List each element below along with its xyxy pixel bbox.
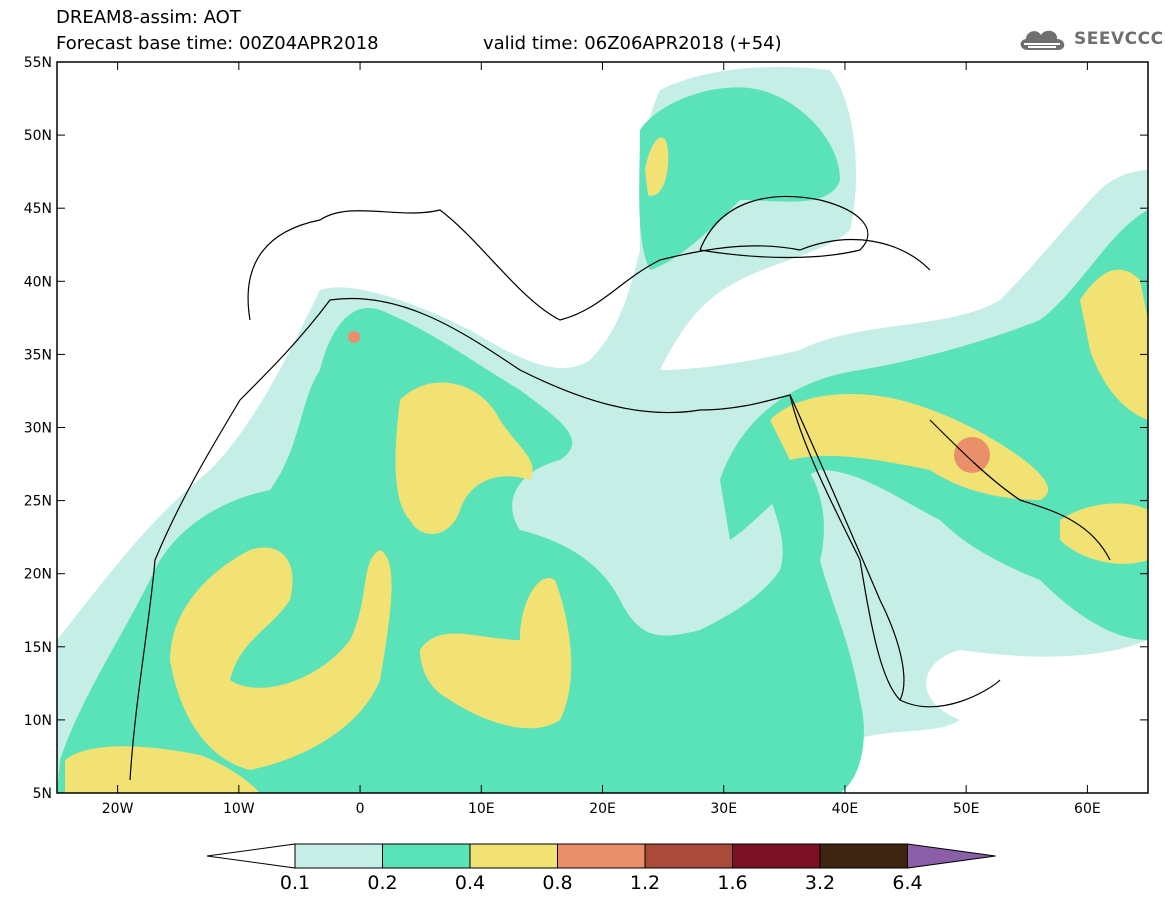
aot-contour-0.8-gulf: [954, 437, 990, 473]
colorbar-swatch: [469, 843, 558, 869]
forecast-base-time: Forecast base time: 00Z04APR2018: [56, 33, 379, 54]
lon-tick-label: 0: [356, 801, 365, 817]
coastline-red-sea: [789, 394, 905, 701]
lon-tick-label: 20W: [102, 801, 134, 817]
aot-field: [57, 66, 1148, 793]
colorbar-label: 0.4: [454, 872, 486, 894]
aot-contour-0.4-chad: [420, 578, 572, 729]
lon-tick-label: 40E: [832, 801, 859, 817]
lat-tick-label: 25N: [24, 494, 52, 510]
cloud-icon: [1020, 30, 1065, 50]
lat-tick-label: 35N: [24, 347, 52, 363]
coastline-europe: [247, 209, 931, 321]
map-title: DREAM8-assim: AOT: [56, 7, 241, 28]
colorbar-swatch: [732, 843, 821, 869]
colorbar-swatch: [819, 843, 908, 869]
logo-text: SEEVCCC: [1074, 29, 1164, 49]
lat-tick-label: 30N: [24, 421, 52, 437]
coastline-black-sea: [699, 195, 869, 259]
lon-tick-label: 10W: [223, 801, 255, 817]
colorbar-min-arrow: [206, 843, 296, 869]
colorbar-label: 1.6: [717, 872, 748, 894]
aot-contour-0.4-west: [170, 547, 392, 770]
aot-contour-0.4-south: [65, 746, 260, 793]
colorbar-label: 0.1: [279, 872, 311, 894]
lat-tick-label: 55N: [24, 55, 52, 71]
axis-ticks: 20W 10W 0 10E 20E 30E 40E 50E 60E 55N 50N 45N 40N 35N…: [24, 55, 1148, 817]
lat-tick-label: 15N: [24, 640, 52, 656]
colorbar-swatch: [382, 843, 471, 869]
colorbar-swatch: [644, 843, 733, 869]
lon-tick-label: 20E: [589, 801, 616, 817]
lon-tick-label: 10E: [468, 801, 495, 817]
colorbar-max-arrow: [907, 843, 996, 869]
colorbar-label: 0.8: [542, 872, 573, 894]
aot-contour-0.4-ukraine: [645, 137, 669, 196]
colorbar-swatch: [294, 843, 383, 869]
aot-contour-0.4-iran: [1080, 269, 1148, 420]
lon-tick-label: 50E: [953, 801, 980, 817]
colorbar: [206, 843, 996, 869]
lon-tick-label: 30E: [710, 801, 737, 817]
aot-contour-0.4-arabia: [1060, 503, 1148, 564]
colorbar-swatch: [557, 843, 646, 869]
colorbar-label: 1.2: [629, 872, 661, 894]
aot-contour-0.8-algeria: [348, 331, 360, 343]
coastline-africa: [129, 297, 1001, 781]
aot-contour-0.2-africa: [57, 308, 864, 793]
lat-tick-label: 5N: [33, 786, 52, 802]
aot-contour-0.4-iraq: [770, 394, 1049, 500]
aot-contour-0.4-sahara: [395, 382, 533, 534]
lat-tick-label: 10N: [24, 713, 52, 729]
lat-tick-label: 40N: [24, 274, 52, 290]
colorbar-label: 6.4: [892, 872, 923, 894]
lat-tick-label: 45N: [24, 201, 52, 217]
coastline-persian-gulf: [929, 419, 1111, 561]
logo: SEEVCCC: [1016, 22, 1164, 56]
colorbar-label: 3.2: [804, 872, 836, 894]
lat-tick-label: 50N: [24, 128, 52, 144]
valid-time: valid time: 06Z06APR2018 (+54): [483, 33, 782, 54]
lon-tick-label: 60E: [1074, 801, 1101, 817]
lat-tick-label: 20N: [24, 567, 52, 583]
coastlines: [129, 195, 1111, 781]
colorbar-label: 0.2: [367, 872, 398, 894]
aot-contour-0.2-europe: [639, 87, 840, 270]
